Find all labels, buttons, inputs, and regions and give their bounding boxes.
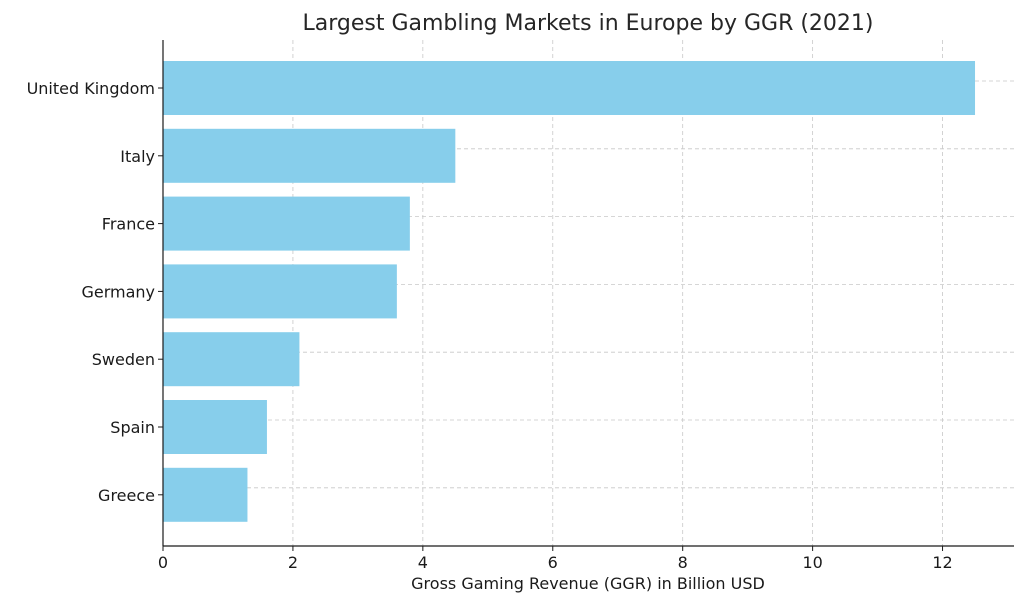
bar-sweden	[163, 332, 300, 387]
axes-layer	[162, 40, 1014, 547]
y-tick-label-4: Sweden	[92, 350, 155, 369]
bars-layer	[163, 61, 976, 522]
y-tick-label-3: Germany	[81, 282, 155, 301]
bar-germany	[163, 264, 397, 319]
y-tick-label-5: Spain	[110, 418, 155, 437]
x-tick-label-0: 0	[158, 553, 168, 572]
bar-italy	[163, 128, 456, 183]
bar-greece	[163, 467, 248, 522]
bar-france	[163, 196, 410, 251]
bar-spain	[163, 400, 267, 454]
chart-title: Largest Gambling Markets in Europe by GG…	[302, 11, 873, 36]
x-tick-label-5: 10	[802, 553, 822, 572]
x-tick-label-1: 2	[288, 553, 298, 572]
ticks-layer: 0 2 4 6 8 10 12 United Kingdom Italy France German…	[27, 79, 953, 572]
x-tick-label-2: 4	[418, 553, 428, 572]
x-tick-label-4: 8	[678, 553, 688, 572]
y-tick-label-2: France	[102, 215, 155, 234]
y-tick-label-0: United Kingdom	[27, 79, 155, 98]
x-tick-label-3: 6	[548, 553, 558, 572]
y-tick-label-6: Greece	[98, 486, 155, 505]
y-tick-label-1: Italy	[120, 147, 155, 166]
x-tick-label-6: 12	[932, 553, 952, 572]
bar-united-kingdom	[163, 61, 976, 115]
x-axis-label: Gross Gaming Revenue (GGR) in Billion US…	[411, 574, 765, 593]
